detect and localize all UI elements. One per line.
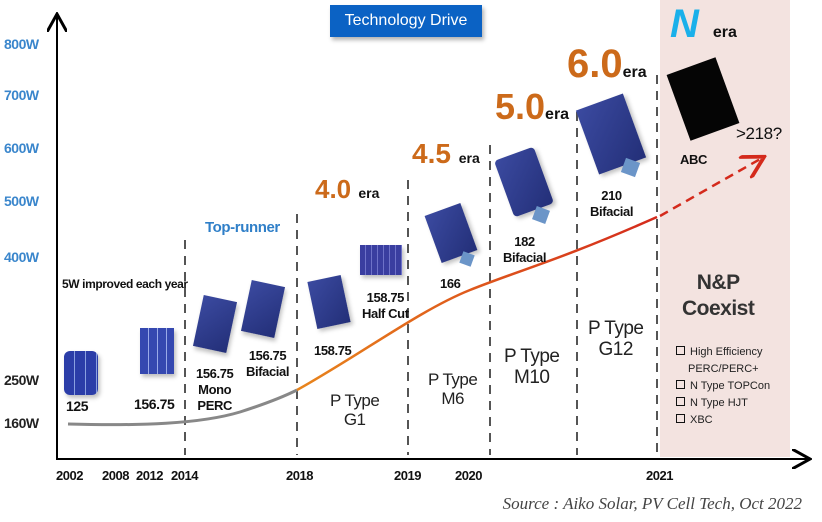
trend-arrow-future — [659, 158, 762, 218]
cell-125-label: 125 — [66, 398, 89, 414]
x-label-2019: 2019 — [394, 468, 421, 483]
era-6-0: 6.0era — [567, 42, 647, 86]
x-label-2021: 2021 — [646, 468, 673, 483]
cell-182-label: 182 Bifacial — [503, 234, 547, 265]
improvement-note: 5W improved each year — [62, 277, 188, 291]
trend-curve-grey — [67, 388, 298, 427]
title-box: Technology Drive — [330, 5, 482, 37]
y-label-160: 160W — [4, 415, 39, 431]
legend-item-cont: PERC/PERC+ — [688, 363, 759, 375]
y-label-600: 600W — [4, 140, 39, 156]
period-g12: P Type G12 — [588, 318, 644, 360]
y-label-700: 700W — [4, 87, 39, 103]
top-runner-label: Top-runner — [205, 219, 280, 236]
era-5-0: 5.0era — [495, 86, 570, 127]
cell-half-cut-image — [360, 245, 402, 275]
trend-curve-orange — [296, 215, 658, 392]
x-label-2012: 2012 — [136, 468, 163, 483]
n-tech-legend: High Efficiency PERC/PERC+ N Type TOPCon… — [676, 344, 770, 429]
future-efficiency-label: >218? — [736, 124, 782, 143]
period-dividers — [184, 75, 658, 455]
cell-abc-label: ABC — [680, 152, 707, 167]
y-label-500: 500W — [4, 193, 39, 209]
x-label-2008: 2008 — [102, 468, 129, 483]
cell-bifacial-15675-label: 156.75 Bifacial — [246, 348, 290, 379]
cell-210-label: 210 Bifacial — [590, 188, 634, 219]
y-label-250: 250W — [4, 372, 39, 388]
y-label-400: 400W — [4, 249, 39, 265]
source-note: Source : Aiko Solar, PV Cell Tech, Oct 2… — [502, 494, 802, 513]
period-m6: P Type M6 — [428, 370, 478, 408]
cell-125-image — [64, 351, 98, 395]
cell-mono-perc-label: 156.75 Mono PERC — [196, 366, 234, 413]
period-g1: P Type G1 — [330, 391, 380, 429]
legend-item: High Efficiency — [676, 344, 770, 361]
era-4-0: 4.0 era — [315, 174, 380, 204]
era-4-5: 4.5 era — [412, 138, 480, 169]
cell-15875-label: 158.75 — [314, 343, 352, 358]
x-label-2014: 2014 — [171, 468, 198, 483]
period-np-coexist: N&P Coexist — [682, 271, 755, 320]
y-label-800: 800W — [4, 36, 39, 52]
x-label-2020: 2020 — [455, 468, 482, 483]
legend-item: N Type HJT — [676, 395, 770, 412]
x-label-2018: 2018 — [286, 468, 313, 483]
cell-166-label: 166 — [440, 276, 461, 291]
x-label-2002: 2002 — [56, 468, 83, 483]
cell-15675-image — [140, 328, 174, 374]
legend-item: N Type TOPCon — [676, 378, 770, 395]
cell-half-cut-label: 158.75 Half Cut — [362, 290, 409, 321]
cell-15675-label: 156.75 — [134, 396, 175, 412]
period-m10: P Type M10 — [504, 346, 560, 388]
legend-item: XBC — [676, 412, 770, 429]
